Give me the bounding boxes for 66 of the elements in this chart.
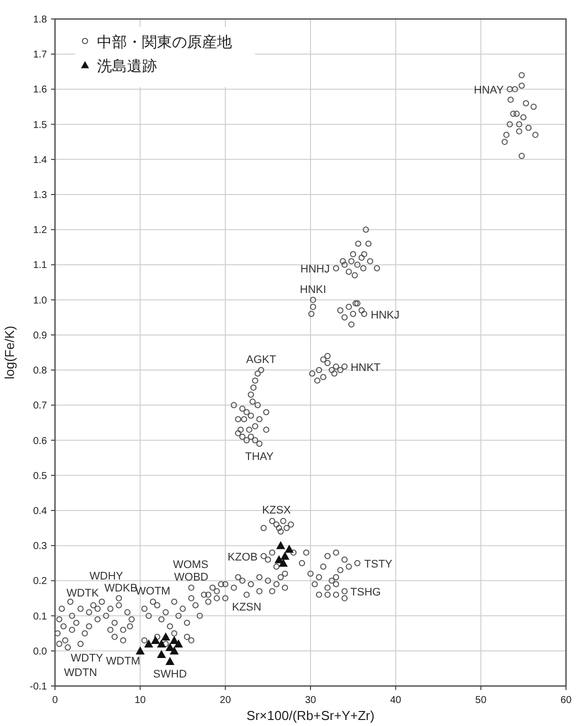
point [170,646,179,654]
y-tick-label: 0.4 [33,506,48,517]
y-tick-label: 0.1 [33,611,48,622]
annotation: TSHG [350,586,381,599]
annotation: THAY [245,450,274,463]
legend-label: 洗島遺跡 [97,58,157,75]
annotation: WDTK [66,588,100,600]
annotation: KZSN [232,602,262,614]
annotation: HNKI [300,284,326,296]
annotation: KZOB [228,552,258,564]
point [174,639,183,648]
annotation: WDTN [64,666,98,679]
point [156,639,166,648]
point [150,636,160,644]
y-tick-label: 1.5 [33,120,48,131]
annotation: WDKB [104,582,138,595]
point [136,646,145,654]
y-tick-label: 1.4 [33,154,48,166]
point [274,555,284,564]
x-tick-label: 20 [220,695,232,706]
annotation: WOMS [172,558,208,571]
y-tick-label: 1.1 [33,260,48,272]
x-tick-label: 0 [52,695,58,706]
x-axis-title: Sr×100/(Rb+Sr+Y+Zr) [246,708,374,723]
annotation: HNKJ [370,309,400,322]
y-tick-label: 0.0 [33,646,48,658]
annotation: SWHD [153,668,187,680]
x-tick-label: 50 [475,695,487,706]
y-tick-label: -0.1 [30,682,48,692]
annotation: WOBD [174,572,208,584]
y-tick-label: 1.3 [33,190,48,202]
y-tick-label: 1.2 [33,225,48,236]
x-tick-label: 40 [390,695,402,706]
y-tick-label: 1.8 [33,14,48,26]
annotation: HNKT [350,362,381,374]
y-tick-label: 1.0 [33,295,48,306]
point [161,632,170,640]
y-axis-title: log(Fe/K) [2,326,17,380]
annotation: TSTY [364,558,394,571]
y-tick-label: 0.5 [33,470,48,482]
annotation: WDTM [106,655,140,668]
y-tick-label: 0.9 [33,330,48,342]
annotation: WOTM [136,586,170,598]
point [276,541,286,550]
annotation: AGKT [246,354,276,366]
y-tick-label: 0.8 [33,366,48,377]
point [284,544,294,553]
x-tick-label: 60 [560,695,572,706]
annotation: HNAY [474,84,504,97]
annotation: KZSX [262,504,292,517]
legend-label: 中部・関東の原産地 [97,34,232,51]
point [156,650,166,658]
annotation: HNHJ [300,264,330,276]
annotation: WDTY [70,652,104,665]
y-tick-label: 0.7 [33,400,48,412]
y-tick-label: 0.3 [33,541,48,552]
point [144,639,154,648]
y-tick-label: 1.6 [33,84,48,96]
y-tick-label: 0.2 [33,576,48,588]
x-tick-label: 30 [304,695,316,706]
y-tick-label: 1.7 [33,50,48,61]
x-tick-label: 10 [134,695,146,706]
point [280,552,290,560]
point [165,656,174,666]
y-tick-label: 0.6 [33,436,48,447]
annotation: WDHY [90,570,124,583]
